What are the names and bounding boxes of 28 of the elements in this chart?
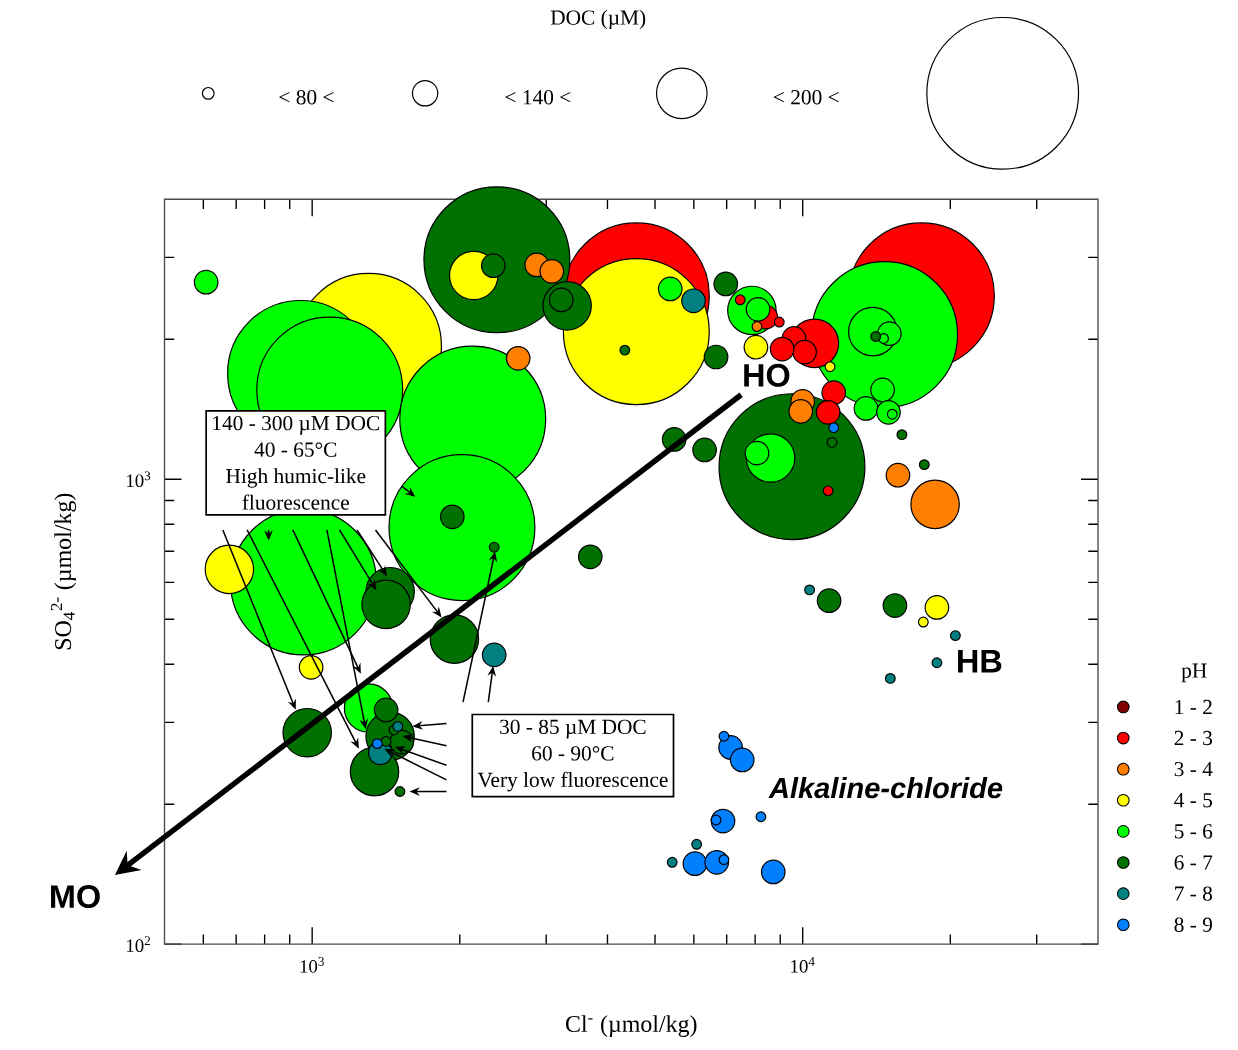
text: < 140 <	[505, 89, 571, 105]
annotation: High humic-like	[226, 468, 366, 488]
legend-label: 2 - 3	[1174, 730, 1213, 746]
annotation: Alkaline-chloride	[768, 776, 1003, 799]
legend-label: 1 - 2	[1175, 699, 1212, 714]
annotation: 60 - 90°C	[532, 746, 614, 761]
y-axis-title: SO$_{4}$$^{2-}$ (µmol/kg)	[50, 493, 77, 650]
annotation: 140 - 300 µM DOC	[213, 415, 380, 435]
text: DOC (µM)	[550, 9, 646, 30]
annotation: fluorescence	[242, 494, 349, 510]
legend-label: 8 - 9	[1174, 917, 1212, 932]
x-tick-label: 10$^{4}$	[791, 956, 815, 973]
legend-title: pH	[1181, 663, 1207, 683]
annotation: HB	[958, 649, 1002, 673]
text: MO	[51, 884, 100, 908]
annotation: Very low fluorescence	[477, 771, 668, 792]
annotation: HO	[744, 363, 790, 387]
legend-label: 5 - 6	[1174, 824, 1213, 839]
legend-label: 7 - 8	[1175, 886, 1213, 901]
legend-label: 6 - 7	[1174, 855, 1213, 870]
text: < 200 <	[773, 89, 839, 105]
annotation: 30 - 85 µM DOC	[500, 719, 646, 739]
text: < 80 <	[279, 89, 334, 105]
legend-label: 3 - 4	[1174, 761, 1213, 777]
x-axis-title: Cl$^{-}$ (µmol/kg)	[565, 1015, 697, 1037]
legend-label: 4 - 5	[1174, 793, 1213, 808]
annotation: 40 - 65°C	[254, 442, 337, 457]
y-tick-label: 10$^{2}$	[127, 936, 151, 952]
